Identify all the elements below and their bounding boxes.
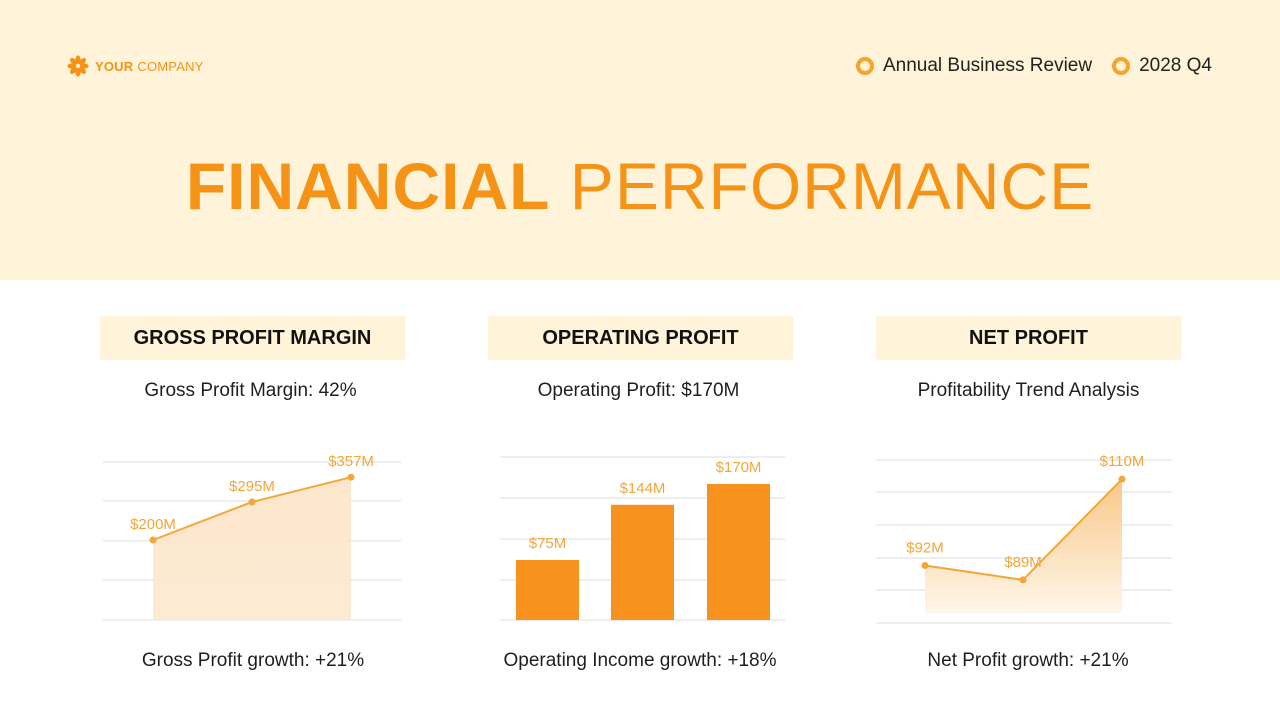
logo-rest-text: COMPANY bbox=[137, 58, 204, 74]
bar bbox=[707, 484, 770, 620]
data-point bbox=[1019, 576, 1027, 584]
data-point bbox=[149, 536, 157, 544]
data-label: $92M bbox=[906, 539, 944, 556]
card-subtitle-net: Profitability Trend Analysis bbox=[917, 380, 1140, 401]
logo-bold-text: YOUR bbox=[95, 58, 134, 74]
ring-bullet-icon bbox=[855, 57, 874, 75]
data-label: $357M bbox=[328, 453, 374, 470]
data-label: $144M bbox=[620, 480, 666, 497]
net-profit-chart: $92M $89M $110M bbox=[876, 453, 1172, 624]
area-fill bbox=[153, 477, 351, 620]
header-banner: YOUR COMPANY Annual Business Review 2028… bbox=[0, 0, 1280, 280]
meta-period-label: 2028 Q4 bbox=[1139, 55, 1212, 76]
data-label: $295M bbox=[229, 478, 275, 495]
card-subtitle-operating: Operating Profit: $170M bbox=[537, 380, 740, 401]
data-label: $110M bbox=[1100, 453, 1145, 470]
data-label: $170M bbox=[716, 459, 762, 476]
card-footer-operating: Operating Income growth: +18% bbox=[503, 650, 777, 671]
card-heading-gross: GROSS PROFIT MARGIN bbox=[100, 316, 405, 360]
company-logo: YOUR COMPANY bbox=[67, 55, 204, 77]
bar bbox=[516, 560, 579, 620]
gross-profit-chart: $200M $295M $357M bbox=[103, 453, 401, 621]
card-footer-net: Net Profit growth: +21% bbox=[927, 650, 1129, 671]
meta-info: Annual Business Review 2028 Q4 bbox=[855, 55, 1212, 77]
card-subtitle-gross: Gross Profit Margin: 42% bbox=[144, 380, 357, 401]
card-heading-operating: OPERATING PROFIT bbox=[488, 316, 793, 360]
bar bbox=[611, 504, 674, 620]
title-light: PERFORMANCE bbox=[569, 149, 1095, 223]
meta-period: 2028 Q4 bbox=[1112, 55, 1212, 77]
flower-icon bbox=[67, 55, 89, 77]
data-label: $200M bbox=[130, 516, 176, 533]
area-fill bbox=[925, 479, 1122, 613]
meta-review: Annual Business Review bbox=[855, 55, 1093, 77]
meta-review-label: Annual Business Review bbox=[882, 55, 1093, 76]
data-label: $89M bbox=[1004, 554, 1042, 571]
data-point bbox=[921, 561, 929, 569]
ring-bullet-icon bbox=[1112, 57, 1131, 75]
data-point bbox=[347, 473, 355, 481]
card-footer-gross: Gross Profit growth: +21% bbox=[141, 650, 365, 671]
data-label: $75M bbox=[529, 535, 567, 552]
page-title: FINANCIAL PERFORMANCE bbox=[0, 150, 1280, 222]
operating-profit-chart: $75M $144M $170M bbox=[500, 456, 785, 621]
card-heading-net: NET PROFIT bbox=[876, 316, 1181, 360]
data-point bbox=[248, 498, 256, 506]
data-point bbox=[1118, 475, 1126, 483]
title-bold: FINANCIAL bbox=[185, 149, 551, 223]
